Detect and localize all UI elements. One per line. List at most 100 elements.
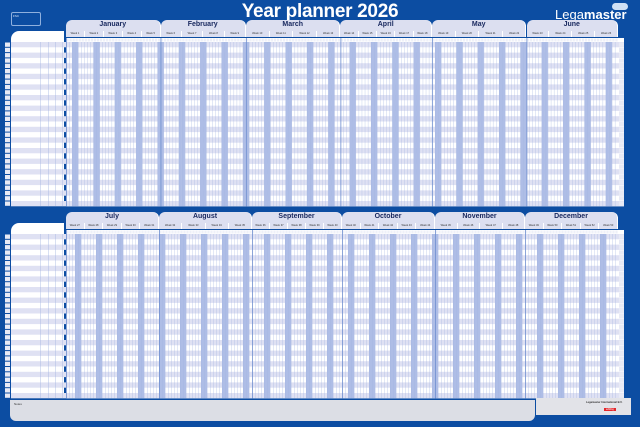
month-header-november: November: [435, 212, 525, 223]
day-letter-cell: [353, 38, 356, 42]
day-letter-cell: [456, 230, 459, 234]
day-letter-cell: [426, 38, 429, 42]
row-number-cell-right: [619, 159, 624, 164]
row-stripe: [11, 265, 624, 272]
day-letter-cell: [407, 38, 411, 42]
day-letter-cell: [523, 38, 527, 42]
day-letter-cell: [130, 38, 133, 42]
day-letter-cell: [282, 230, 285, 234]
day-letter-cell: [526, 38, 530, 42]
day-letter-cell: [195, 230, 198, 234]
row-number-cell-right: [619, 175, 624, 180]
day-letter-cell: [432, 230, 435, 234]
month-header-january: January: [66, 20, 161, 31]
week-label: Week 14: [340, 31, 359, 37]
day-letter-cell: [106, 38, 109, 42]
day-grid[interactable]: [0, 0, 640, 212]
day-letter-cell: [536, 38, 539, 42]
day-letter-cell: [90, 38, 94, 42]
day-letter-cell: [255, 230, 258, 234]
row-stripe: [11, 297, 624, 303]
day-letter-cell: [423, 38, 426, 42]
weekend-column: [178, 42, 182, 207]
weekend-column: [435, 42, 439, 207]
month-divider: [526, 38, 528, 207]
weekend-column: [222, 234, 225, 399]
row-number-cell-right: [619, 58, 624, 63]
notes-area[interactable]: Notes: [10, 400, 535, 421]
row-number-cell-right: [619, 127, 624, 132]
day-letter-cell: [111, 230, 114, 234]
day-letter-cell: [173, 38, 176, 42]
row-number-cell-right: [619, 340, 624, 345]
day-letter-cell: [109, 38, 112, 42]
row-number-cell: [5, 159, 10, 164]
weekend-column: [370, 42, 375, 207]
day-letter-cell: [316, 38, 319, 42]
week-label: Week 48: [502, 223, 525, 229]
row-number-cell-right: [619, 292, 624, 298]
day-letter-cell: [441, 230, 444, 234]
day-grid[interactable]: [0, 191, 640, 403]
day-letter-cell: [252, 230, 255, 234]
row-number-cell: [5, 388, 10, 393]
day-letter-cell: [176, 38, 179, 42]
row-number-cell: [5, 372, 10, 377]
day-letter-cell: [587, 38, 591, 42]
day-letter-cell: [450, 230, 453, 234]
day-letter-cell: [225, 230, 228, 234]
day-letter-cell: [307, 38, 310, 42]
row-number-cell-right: [619, 201, 624, 206]
day-letter-cell: [66, 230, 69, 234]
weekend-column: [558, 234, 561, 399]
day-letter-cell: [96, 38, 100, 42]
day-letter-cell: [493, 38, 496, 42]
week-label: Week 32: [159, 223, 183, 229]
row-stripe: [11, 201, 624, 207]
day-letter-cell: [276, 38, 280, 42]
day-letter-cell: [564, 230, 567, 234]
row-number-cell: [5, 122, 10, 127]
row-number-cell: [5, 164, 10, 169]
day-letter-cell: [258, 230, 261, 234]
row-number-cell: [5, 276, 10, 282]
day-letter-cell: [215, 38, 219, 42]
day-letter-cell: [510, 230, 513, 234]
row-number-cell-right: [619, 47, 624, 53]
weekend-column: [138, 234, 141, 399]
row-number-cell-right: [619, 122, 624, 127]
day-letter-cell: [115, 38, 118, 42]
day-letter-cell: [351, 230, 354, 234]
day-letter-cell: [402, 230, 405, 234]
day-letter-cell: [499, 38, 502, 42]
weekend-column: [561, 234, 564, 399]
week-label: Week 53: [599, 223, 618, 229]
day-letter-cell: [315, 230, 318, 234]
row-number-cell: [5, 266, 10, 271]
day-letter-cell: [517, 38, 521, 42]
day-letter-cell: [200, 38, 203, 42]
row-number-cell: [5, 282, 10, 287]
day-letter-cell: [330, 230, 333, 234]
day-letter-cell: [231, 38, 234, 42]
day-letter-cell: [273, 230, 276, 234]
day-letter-cell: [228, 38, 231, 42]
month-divider: [245, 38, 247, 207]
row-number-cell-right: [619, 164, 624, 169]
row-number-cell-right: [619, 180, 624, 185]
day-letter-cell: [267, 38, 270, 42]
day-letter-cell: [309, 230, 312, 234]
row-number-cell: [5, 329, 10, 335]
day-letter-cell: [99, 38, 103, 42]
day-letter-cell: [383, 38, 386, 42]
weekend-column: [141, 234, 144, 399]
day-letter-cell: [581, 38, 585, 42]
day-letter-cell: [609, 230, 612, 234]
row-number-cell: [5, 175, 10, 180]
weekend-column: [309, 234, 312, 399]
day-letter-cell: [75, 38, 78, 42]
row-number-cell: [5, 132, 10, 137]
day-letter-cell: [194, 38, 197, 42]
weekend-column: [495, 234, 498, 399]
day-letter-cell: [170, 38, 173, 42]
